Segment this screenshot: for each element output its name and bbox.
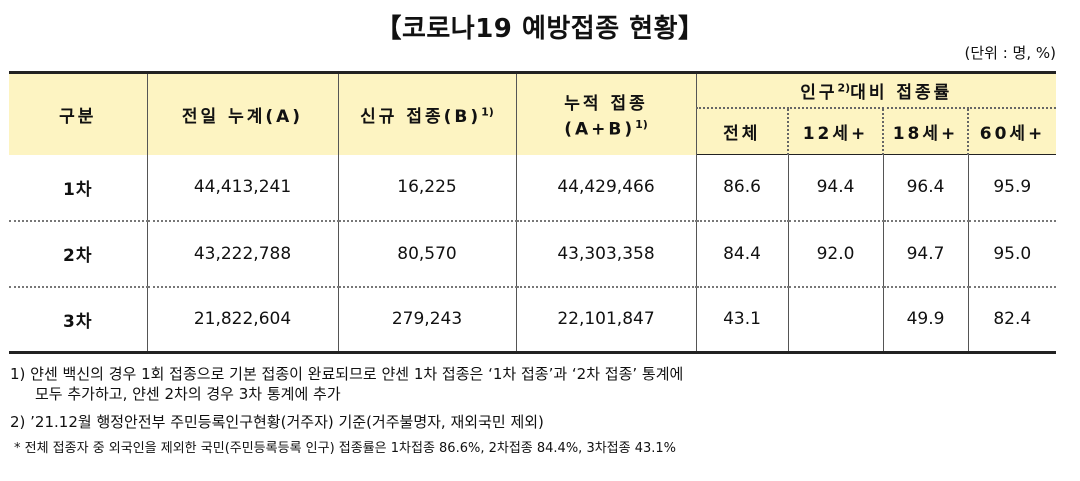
footnote-2: 2) ’21.12월 행정안전부 주민등록인구현황(거주자) 기준(거주불명자,… — [10, 413, 544, 431]
vaccination-table: 구분 전일 누계(A) 신규 접종(B)1) 누적 접종 (A+B)1) 인구2… — [9, 71, 1057, 354]
cell-rate-60: 95.9 — [967, 154, 1057, 221]
cell-new: 279,243 — [337, 285, 517, 354]
header-cumulative-line1: 누적 접종 — [564, 93, 648, 114]
unit-label: (단위 : 명, %) — [964, 44, 1056, 62]
cell-rate-60: 95.0 — [967, 219, 1057, 287]
footnote-1-line2: 모두 추가하고, 얀센 2차의 경우 3차 통계에 추가 — [35, 385, 341, 403]
header-rate-12: 12세+ — [787, 107, 884, 155]
cell-rate-12: 94.4 — [787, 154, 884, 221]
footnote-1-line1: 1) 얀센 백신의 경우 1회 접종으로 기본 접종이 완료되므로 얀센 1차 … — [10, 365, 684, 383]
cell-new: 80,570 — [337, 219, 517, 287]
cell-prev-total: 44,413,241 — [146, 154, 339, 221]
header-new: 신규 접종(B)1) — [337, 71, 517, 155]
footnote-marker: 1) — [635, 117, 648, 131]
cell-rate-18: 94.7 — [882, 219, 969, 287]
header-prev-total: 전일 누계(A) — [146, 71, 339, 155]
cell-rate-12 — [787, 285, 884, 354]
cell-new: 16,225 — [337, 154, 517, 221]
header-cumulative-line2-wrap: (A+B)1) — [564, 117, 648, 140]
cell-prev-total: 43,222,788 — [146, 219, 339, 287]
header-rate-all: 전체 — [695, 107, 789, 155]
table-row: 3차 21,822,604 279,243 22,101,847 43.1 49… — [9, 285, 1057, 354]
cell-cumulative: 22,101,847 — [515, 285, 697, 354]
cell-cumulative: 44,429,466 — [515, 154, 697, 221]
header-rate-60: 60세+ — [966, 107, 1057, 155]
header-rate-group: 인구2)대비 접종률 — [695, 71, 1057, 109]
cell-rate-18: 49.9 — [882, 285, 969, 354]
footnote-marker: 2) — [837, 81, 851, 95]
cell-rate-all: 43.1 — [695, 285, 789, 354]
cell-rate-all: 86.6 — [695, 154, 789, 221]
table-row: 2차 43,222,788 80,570 43,303,358 84.4 92.… — [9, 219, 1057, 287]
row-label: 1차 — [9, 154, 148, 221]
cell-rate-60: 82.4 — [967, 285, 1057, 354]
row-label: 3차 — [9, 285, 148, 354]
table-row: 1차 44,413,241 16,225 44,429,466 86.6 94.… — [9, 154, 1057, 221]
header-category: 구분 — [9, 71, 148, 155]
footnote-marker: 1) — [481, 105, 494, 119]
footnotes: 1) 얀센 백신의 경우 1회 접종으로 기본 접종이 완료되므로 얀센 1차 … — [10, 364, 1070, 459]
cell-rate-all: 84.4 — [695, 219, 789, 287]
row-label: 2차 — [9, 219, 148, 287]
cell-rate-12: 92.0 — [787, 219, 884, 287]
footnote-star: * 전체 접종자 중 외국인을 제외한 국민(주민등록등록 인구) 접종률은 1… — [14, 441, 677, 456]
cell-cumulative: 43,303,358 — [515, 219, 697, 287]
cell-prev-total: 21,822,604 — [146, 285, 339, 354]
cell-rate-18: 96.4 — [882, 154, 969, 221]
page-title: 【코로나19 예방접종 현황】 — [375, 14, 705, 44]
header-rate-18: 18세+ — [882, 107, 969, 155]
header-cumulative: 누적 접종 (A+B)1) — [515, 71, 697, 155]
